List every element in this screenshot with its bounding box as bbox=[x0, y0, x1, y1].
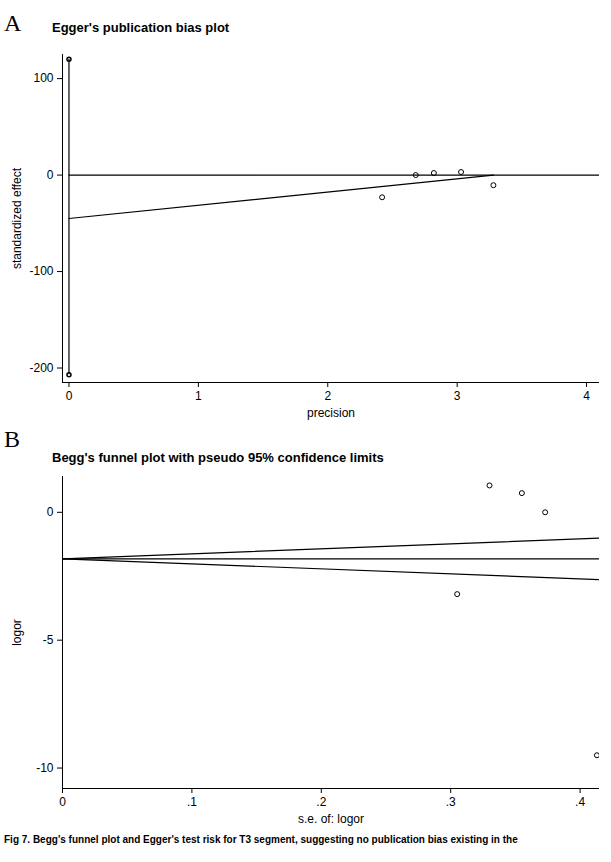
svg-text:-5: -5 bbox=[43, 633, 54, 647]
svg-text:logor: logor bbox=[10, 619, 24, 646]
svg-text:3: 3 bbox=[454, 389, 461, 403]
svg-text:100: 100 bbox=[33, 71, 53, 85]
html-text:A: A bbox=[4, 10, 22, 36]
svg-text:.2: .2 bbox=[316, 795, 326, 809]
svg-text:-100: -100 bbox=[29, 264, 53, 278]
html-text:Fig 7. Begg's funnel plot and: Fig 7. Begg's funnel plot and Egger's te… bbox=[4, 834, 518, 845]
svg-text:.1: .1 bbox=[187, 795, 197, 809]
svg-text:0: 0 bbox=[47, 505, 54, 519]
svg-text:2: 2 bbox=[324, 389, 331, 403]
html-text:B: B bbox=[4, 426, 20, 452]
svg-text:-200: -200 bbox=[29, 361, 53, 375]
html-text:Begg's funnel plot with pseudo: Begg's funnel plot with pseudo 95% confi… bbox=[52, 450, 384, 465]
svg-text:1: 1 bbox=[195, 389, 202, 403]
svg-text:0: 0 bbox=[66, 389, 73, 403]
svg-text:.4: .4 bbox=[575, 795, 585, 809]
svg-text:4: 4 bbox=[583, 389, 590, 403]
svg-text:precision: precision bbox=[307, 406, 355, 420]
svg-text:-10: -10 bbox=[36, 761, 54, 775]
svg-text:s.e. of: logor: s.e. of: logor bbox=[298, 812, 364, 826]
svg-text:0: 0 bbox=[59, 795, 66, 809]
svg-text:.3: .3 bbox=[446, 795, 456, 809]
html-text:Egger's publication bias plot: Egger's publication bias plot bbox=[52, 20, 230, 35]
svg-text:standardized effect: standardized effect bbox=[10, 167, 24, 269]
svg-text:0: 0 bbox=[47, 168, 54, 182]
